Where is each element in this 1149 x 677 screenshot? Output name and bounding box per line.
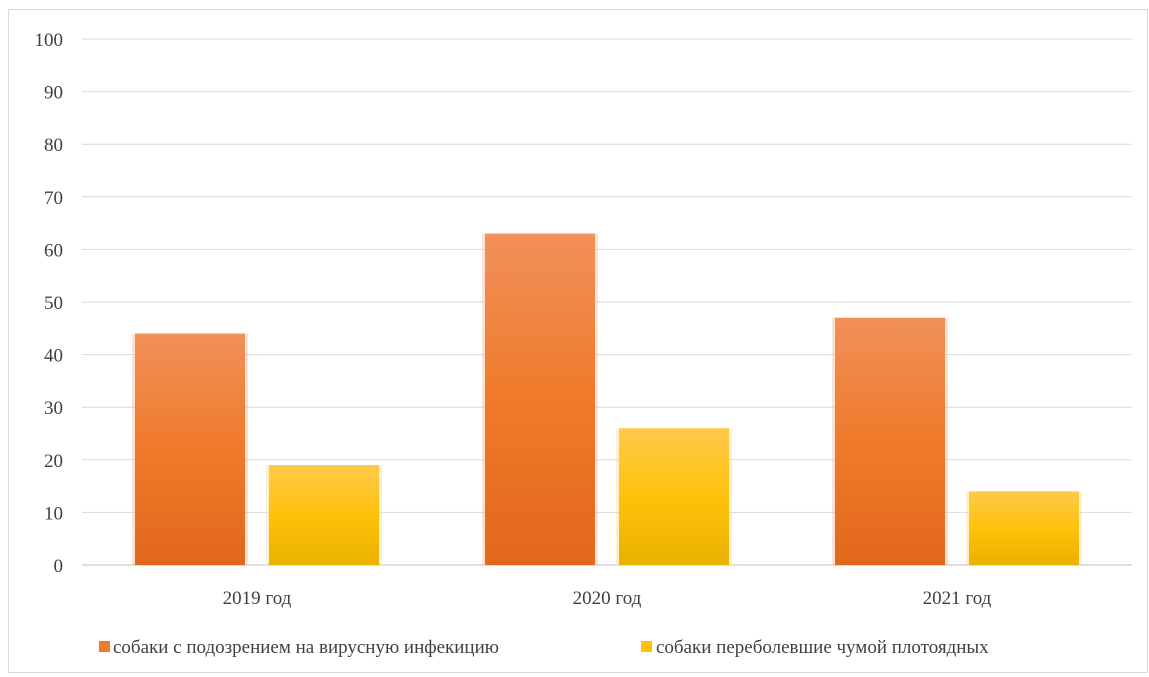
x-category-label: 2021 год [923, 588, 992, 609]
bar-suspected-infection-2 [835, 318, 945, 565]
bar-suspected-infection-0 [135, 334, 245, 565]
legend-swatch [99, 641, 110, 652]
x-category-label: 2020 год [573, 588, 642, 609]
bars [132, 234, 1082, 565]
x-category-label: 2019 год [223, 588, 292, 609]
y-tick-label: 40 [44, 346, 63, 367]
y-tick-label: 70 [44, 188, 63, 209]
x-axis-labels: 2019 год 2020 год 2021 год [223, 588, 992, 609]
legend-swatch [641, 641, 652, 652]
bar-suspected-infection-1 [485, 234, 595, 565]
y-tick-label: 20 [44, 451, 63, 472]
bar-recovered-distemper-1 [619, 428, 729, 565]
y-tick-label: 30 [44, 398, 63, 419]
y-tick-label: 60 [44, 240, 63, 261]
legend-label: собаки с подозрением на вирусную инфекиц… [113, 637, 499, 658]
legend-label: собаки переболевшие чумой плотоядных [656, 637, 989, 658]
y-axis-ticks: 0 10 20 30 40 50 60 70 80 90 100 [35, 30, 64, 577]
y-tick-label: 50 [44, 293, 63, 314]
y-tick-label: 80 [44, 135, 63, 156]
y-tick-label: 10 [44, 503, 63, 524]
legend: собаки с подозрением на вирусную инфекиц… [99, 637, 989, 658]
bar-recovered-distemper-0 [269, 465, 379, 565]
bar-recovered-distemper-2 [969, 491, 1079, 565]
y-tick-label: 90 [44, 83, 63, 104]
y-tick-label: 0 [54, 556, 64, 577]
y-tick-label: 100 [35, 30, 64, 51]
